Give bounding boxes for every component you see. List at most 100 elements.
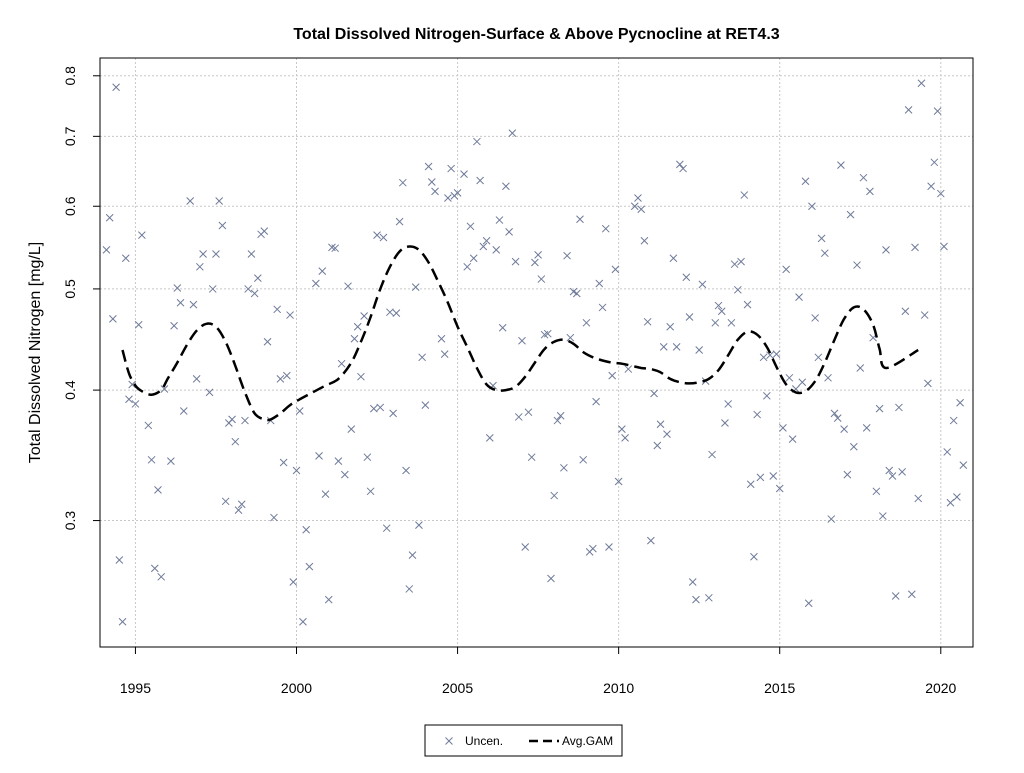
x-tick-label: 2010: [603, 680, 634, 696]
data-point: [714, 301, 723, 310]
data-point: [563, 251, 571, 260]
data-point: [518, 336, 526, 345]
data-point: [473, 137, 481, 146]
data-point: [463, 262, 472, 271]
data-point: [186, 197, 195, 205]
data-point: [833, 414, 842, 423]
data-point: [727, 318, 736, 327]
data-point: [340, 470, 349, 479]
data-point: [231, 437, 240, 446]
data-point: [476, 176, 484, 185]
data-point: [334, 457, 343, 465]
data-point: [424, 162, 433, 171]
data-point: [940, 242, 948, 251]
data-point: [762, 391, 771, 400]
data-point: [344, 282, 352, 291]
data-point: [656, 420, 665, 429]
data-point: [427, 178, 436, 186]
legend-label-uncen: Uncen.: [465, 734, 503, 748]
data-point: [524, 408, 533, 417]
x-tick-label: 2015: [764, 680, 795, 696]
data-point: [924, 379, 932, 388]
data-point: [875, 404, 884, 413]
data-point: [260, 227, 269, 235]
data-point: [888, 472, 897, 480]
data-point: [914, 494, 923, 503]
data-point: [911, 243, 919, 252]
data-point: [543, 329, 552, 338]
data-point: [492, 245, 501, 254]
y-axis-label: Total Dissolved Nitrogen [mg/L]: [27, 242, 44, 463]
y-axis: 0.3 0.4 0.5 0.6 0.7 0.8: [62, 66, 101, 530]
data-point: [601, 224, 610, 233]
data-point: [466, 222, 475, 231]
data-point: [582, 318, 591, 327]
data-point: [167, 457, 175, 465]
data-point: [115, 556, 124, 564]
y-tick-label: 0.7: [62, 126, 78, 146]
data-point: [495, 216, 504, 224]
data-point: [904, 106, 913, 114]
x-tick-label: 1995: [120, 680, 151, 696]
data-point: [125, 395, 133, 404]
data-point: [801, 177, 810, 186]
data-point: [118, 617, 127, 626]
data-point: [112, 83, 120, 92]
data-point: [576, 215, 584, 224]
data-point: [614, 477, 623, 486]
data-point: [299, 617, 307, 626]
data-point: [173, 284, 182, 292]
data-point: [621, 434, 629, 442]
data-point: [366, 487, 375, 496]
data-point: [360, 312, 369, 320]
data-point: [753, 410, 762, 419]
data-point: [521, 543, 530, 551]
data-point: [376, 403, 385, 412]
data-point: [788, 435, 797, 443]
data-point: [421, 401, 430, 409]
data-point: [128, 380, 137, 389]
data-point: [595, 279, 604, 288]
x-tick-label: 2005: [442, 680, 473, 696]
data-point: [647, 536, 655, 545]
line-layer: [121, 245, 919, 422]
data-point: [730, 260, 739, 269]
data-point: [898, 468, 906, 476]
data-point: [295, 407, 304, 415]
data-point: [659, 343, 668, 351]
data-point: [208, 285, 217, 293]
data-point: [350, 334, 359, 343]
data-point: [579, 455, 588, 464]
data-point: [936, 189, 945, 198]
data-point: [846, 210, 855, 219]
legend: Uncen. Avg.GAM: [424, 724, 623, 757]
data-point: [179, 407, 188, 415]
data-point: [740, 191, 749, 199]
data-point: [598, 303, 607, 312]
y-tick-label: 0.5: [62, 279, 78, 299]
data-point: [779, 424, 787, 432]
data-point: [643, 317, 652, 326]
data-point: [611, 265, 620, 274]
data-point: [363, 453, 372, 462]
data-point: [305, 562, 314, 571]
data-point: [592, 397, 600, 406]
data-point: [102, 245, 111, 254]
x-tick-label: 2020: [925, 680, 956, 696]
data-point: [959, 461, 968, 469]
data-point: [170, 321, 178, 330]
data-point: [824, 373, 832, 382]
data-point: [321, 490, 330, 498]
data-point: [949, 416, 958, 425]
data-point: [878, 512, 887, 520]
data-point: [930, 158, 939, 167]
data-point: [814, 353, 823, 362]
data-point: [405, 585, 414, 593]
data-point: [273, 305, 282, 314]
data-point: [205, 388, 214, 397]
data-point: [431, 187, 439, 196]
data-point: [692, 595, 700, 604]
data-point: [775, 484, 784, 493]
x-tick-label: 2000: [281, 680, 312, 696]
